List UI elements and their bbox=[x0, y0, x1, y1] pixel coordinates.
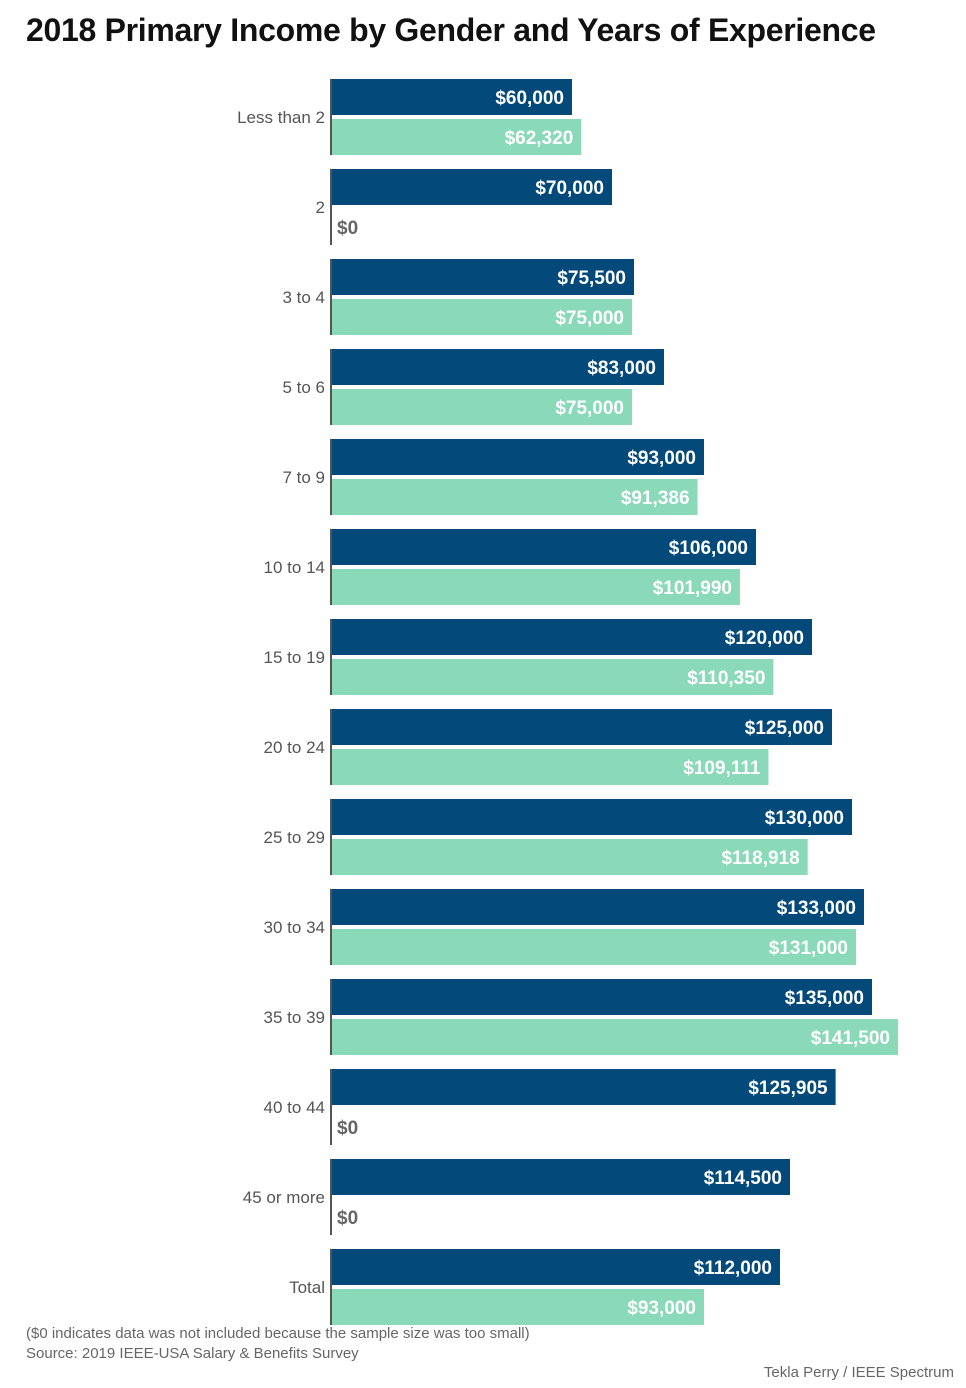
category-label-45-or-more: 45 or more bbox=[243, 1188, 325, 1207]
bar-label-series-2-30-to-34: $131,000 bbox=[769, 938, 848, 959]
bar-series-2-10-to-14 bbox=[332, 569, 740, 605]
bar-label-series-1-35-to-39: $135,000 bbox=[785, 988, 864, 1009]
bar-label-series-2-10-to-14: $101,990 bbox=[653, 578, 732, 599]
bar-label-series-1-20-to-24: $125,000 bbox=[745, 718, 824, 739]
bar-series-1-45-or-more bbox=[332, 1159, 790, 1195]
bar-label-series-1-7-to-9: $93,000 bbox=[627, 448, 696, 469]
bar-series-2-35-to-39 bbox=[332, 1019, 898, 1055]
bar-series-2-7-to-9 bbox=[332, 479, 698, 515]
bar-series-1-7-to-9 bbox=[332, 439, 704, 475]
source-note: Source: 2019 IEEE-USA Salary & Benefits … bbox=[26, 1345, 359, 1362]
bar-label-series-1-30-to-34: $133,000 bbox=[777, 898, 856, 919]
bar-series-1-2 bbox=[332, 169, 612, 205]
bar-series-2-25-to-29 bbox=[332, 839, 808, 875]
category-label-5-to-6: 5 to 6 bbox=[282, 378, 325, 397]
bar-series-2-30-to-34 bbox=[332, 929, 856, 965]
category-label-7-to-9: 7 to 9 bbox=[282, 468, 325, 487]
zero-label-series-2-45-or-more: $0 bbox=[337, 1208, 358, 1229]
bar-label-series-2-15-to-19: $110,350 bbox=[687, 668, 765, 689]
bar-series-1-40-to-44 bbox=[332, 1069, 836, 1105]
bar-label-series-2-less-than-2: $62,320 bbox=[505, 128, 574, 149]
category-label-3-to-4: 3 to 4 bbox=[282, 288, 325, 307]
category-label-30-to-34: 30 to 34 bbox=[264, 918, 325, 937]
footnote: ($0 indicates data was not included beca… bbox=[26, 1325, 530, 1342]
category-label-total: Total bbox=[289, 1278, 325, 1297]
bar-series-2-total bbox=[332, 1289, 704, 1325]
bar-label-series-2-total: $93,000 bbox=[627, 1298, 696, 1319]
category-label-10-to-14: 10 to 14 bbox=[264, 558, 325, 577]
bar-series-1-30-to-34 bbox=[332, 889, 864, 925]
bar-series-2-20-to-24 bbox=[332, 749, 769, 785]
bar-label-series-1-25-to-29: $130,000 bbox=[765, 808, 844, 829]
bar-series-1-10-to-14 bbox=[332, 529, 756, 565]
category-label-40-to-44: 40 to 44 bbox=[264, 1098, 325, 1117]
income-bar-chart: Less than 2 $60,000 $62,320 2 $70,000 $0 3 to … bbox=[237, 79, 898, 1325]
bar-label-series-1-less-than-2: $60,000 bbox=[495, 88, 564, 109]
bar-series-1-35-to-39 bbox=[332, 979, 872, 1015]
chart-title: 2018 Primary Income by Gender and Years … bbox=[26, 12, 876, 48]
bar-label-series-2-3-to-4: $75,000 bbox=[555, 308, 624, 329]
bar-series-1-total bbox=[332, 1249, 780, 1285]
bar-series-1-20-to-24 bbox=[332, 709, 832, 745]
bar-series-1-15-to-19 bbox=[332, 619, 812, 655]
bar-series-1-25-to-29 bbox=[332, 799, 852, 835]
category-label-20-to-24: 20 to 24 bbox=[264, 738, 325, 757]
category-label-15-to-19: 15 to 19 bbox=[264, 648, 325, 667]
category-label-25-to-29: 25 to 29 bbox=[264, 828, 325, 847]
bar-label-series-1-total: $112,000 bbox=[694, 1258, 772, 1279]
bar-series-2-less-than-2 bbox=[332, 119, 582, 155]
bar-series-1-5-to-6 bbox=[332, 349, 664, 385]
bar-label-series-1-5-to-6: $83,000 bbox=[587, 358, 656, 379]
bar-label-series-1-2: $70,000 bbox=[535, 178, 604, 199]
bar-series-2-3-to-4 bbox=[332, 299, 632, 335]
bar-label-series-2-35-to-39: $141,500 bbox=[811, 1028, 890, 1049]
credit: Tekla Perry / IEEE Spectrum bbox=[763, 1364, 954, 1381]
bar-series-1-less-than-2 bbox=[332, 79, 572, 115]
bar-label-series-2-5-to-6: $75,000 bbox=[555, 398, 624, 419]
bar-label-series-2-25-to-29: $118,918 bbox=[721, 848, 799, 869]
bar-label-series-2-20-to-24: $109,111 bbox=[683, 758, 761, 779]
bar-label-series-1-40-to-44: $125,905 bbox=[748, 1078, 828, 1099]
category-label-less-than-2: Less than 2 bbox=[237, 108, 325, 127]
bar-label-series-1-45-or-more: $114,500 bbox=[704, 1168, 782, 1189]
category-label-35-to-39: 35 to 39 bbox=[264, 1008, 325, 1027]
bar-series-2-5-to-6 bbox=[332, 389, 632, 425]
bar-label-series-2-7-to-9: $91,386 bbox=[621, 488, 690, 509]
category-label-2: 2 bbox=[316, 198, 325, 217]
bar-series-2-15-to-19 bbox=[332, 659, 774, 695]
bar-label-series-1-3-to-4: $75,500 bbox=[557, 268, 626, 289]
bar-series-1-3-to-4 bbox=[332, 259, 634, 295]
bar-label-series-1-10-to-14: $106,000 bbox=[669, 538, 748, 559]
bar-label-series-1-15-to-19: $120,000 bbox=[725, 628, 804, 649]
zero-label-series-2-40-to-44: $0 bbox=[337, 1118, 358, 1139]
zero-label-series-2-2: $0 bbox=[337, 218, 358, 239]
